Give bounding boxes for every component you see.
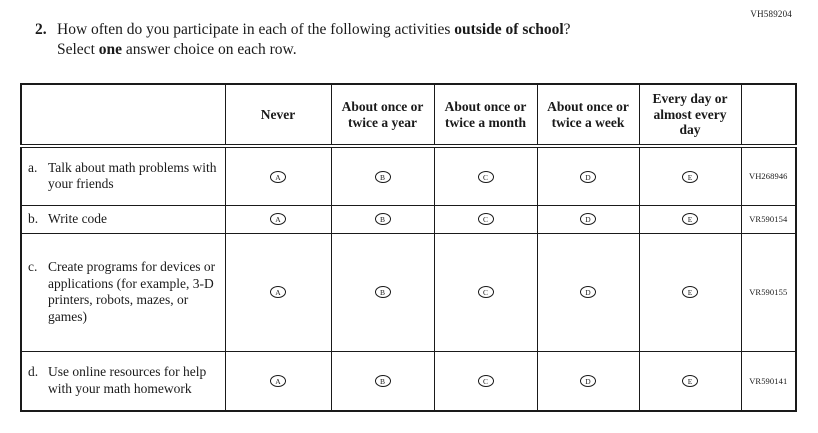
header-once-twice-week: About once or twice a week: [536, 83, 640, 148]
row-b-choice-everyday[interactable]: E: [638, 204, 742, 234]
answer-bubble-d[interactable]: D: [580, 286, 596, 299]
header-once-twice-year: About once or twice a year: [330, 83, 435, 148]
row-d-choice-week[interactable]: D: [536, 350, 640, 412]
question-text-line2: Select one answer choice on each row.: [57, 40, 571, 60]
question-line2-post: answer choice on each row.: [122, 40, 297, 58]
row-d-choice-month[interactable]: C: [433, 350, 538, 412]
header-row: Never About once or twice a year About o…: [20, 83, 797, 148]
row-b-label: Write code: [48, 210, 108, 226]
row-b-letter: b.: [28, 210, 39, 226]
row-d-choice-never[interactable]: A: [224, 350, 332, 412]
answer-bubble-d[interactable]: D: [580, 170, 596, 183]
row-a-choice-year[interactable]: B: [330, 145, 435, 206]
question-line2-pre: Select: [57, 40, 99, 58]
row-c-choice-never[interactable]: A: [224, 232, 332, 352]
row-c-choice-week[interactable]: D: [536, 232, 640, 352]
row-d-choice-year[interactable]: B: [330, 350, 435, 412]
row-c-label-cell: c. Create programs for devices or applic…: [20, 232, 226, 352]
row-a-letter: a.: [28, 159, 38, 175]
row-c-choice-everyday[interactable]: E: [638, 232, 742, 352]
row-b-choice-week[interactable]: D: [536, 204, 640, 234]
row-c-label: Create programs for devices or applicati…: [48, 259, 216, 324]
row-b-choice-never[interactable]: A: [224, 204, 332, 234]
header-code-empty: [740, 83, 797, 148]
answer-bubble-b[interactable]: B: [374, 286, 391, 299]
header-every-day: Every day or almost every day: [638, 83, 742, 148]
row-c-item-code: VR590155: [740, 232, 797, 352]
row-a-choice-never[interactable]: A: [224, 145, 332, 206]
table-row-b: b. Write code A B C D E VR590154: [20, 204, 797, 234]
row-a-choice-everyday[interactable]: E: [638, 145, 742, 206]
question-number: 2.: [35, 21, 47, 38]
row-c-letter: c.: [28, 259, 38, 274]
header-cell-empty: [20, 83, 226, 148]
question-text: How often do you participate in each of …: [57, 20, 571, 59]
question-line1-bold: outside of school: [454, 21, 564, 38]
table-row-c: c. Create programs for devices or applic…: [20, 232, 797, 352]
row-a-choice-month[interactable]: C: [433, 145, 538, 206]
header-once-twice-month: About once or twice a month: [433, 83, 538, 148]
row-b-choice-year[interactable]: B: [330, 204, 435, 234]
row-c-choice-month[interactable]: C: [433, 232, 538, 352]
row-a-label-cell: a. Talk about math problems with your fr…: [20, 145, 226, 206]
row-c-choice-year[interactable]: B: [330, 232, 435, 352]
row-a-label: Talk about math problems with your frien…: [48, 159, 217, 192]
question-text-line1: How often do you participate in each of …: [57, 20, 571, 40]
answer-bubble-c[interactable]: C: [477, 213, 494, 226]
answer-bubble-e[interactable]: E: [682, 375, 698, 388]
question-line1-pre: How often do you participate in each of …: [57, 21, 455, 38]
answer-bubble-c[interactable]: C: [477, 286, 494, 299]
row-d-letter: d.: [28, 364, 39, 380]
row-a-choice-week[interactable]: D: [536, 145, 640, 206]
row-d-choice-everyday[interactable]: E: [638, 350, 742, 412]
answer-bubble-e[interactable]: E: [682, 213, 698, 226]
row-d-label: Use online resources for help with your …: [48, 364, 207, 396]
answer-bubble-c[interactable]: C: [477, 170, 494, 183]
answer-bubble-b[interactable]: B: [374, 375, 391, 388]
answer-bubble-b[interactable]: B: [374, 213, 391, 226]
answer-bubble-a[interactable]: A: [270, 170, 286, 183]
header-never: Never: [224, 83, 332, 148]
answer-bubble-e[interactable]: E: [682, 170, 698, 183]
row-d-label-cell: d. Use online resources for help with yo…: [20, 350, 226, 412]
form-item-code: VH589204: [750, 9, 792, 19]
answer-bubble-e[interactable]: E: [682, 286, 698, 299]
question-line1-post: ?: [563, 21, 571, 38]
table-row-d: d. Use online resources for help with yo…: [20, 350, 797, 412]
row-b-choice-month[interactable]: C: [433, 204, 538, 234]
question-block: 2. How often do you participate in each …: [35, 20, 755, 59]
answer-bubble-a[interactable]: A: [270, 375, 286, 388]
frequency-matrix-table: Never About once or twice a year About o…: [20, 83, 797, 412]
answer-bubble-b[interactable]: B: [374, 170, 391, 183]
row-d-item-code: VR590141: [740, 350, 797, 412]
table-row-a: a. Talk about math problems with your fr…: [20, 145, 797, 206]
answer-bubble-d[interactable]: D: [580, 213, 596, 226]
row-b-item-code: VR590154: [740, 204, 797, 234]
row-b-label-cell: b. Write code: [20, 204, 226, 234]
answer-bubble-a[interactable]: A: [270, 213, 286, 226]
answer-bubble-a[interactable]: A: [270, 286, 286, 299]
answer-bubble-c[interactable]: C: [477, 375, 494, 388]
row-a-item-code: VH268946: [740, 145, 797, 206]
answer-bubble-d[interactable]: D: [580, 375, 596, 388]
question-line2-bold: one: [98, 40, 122, 58]
